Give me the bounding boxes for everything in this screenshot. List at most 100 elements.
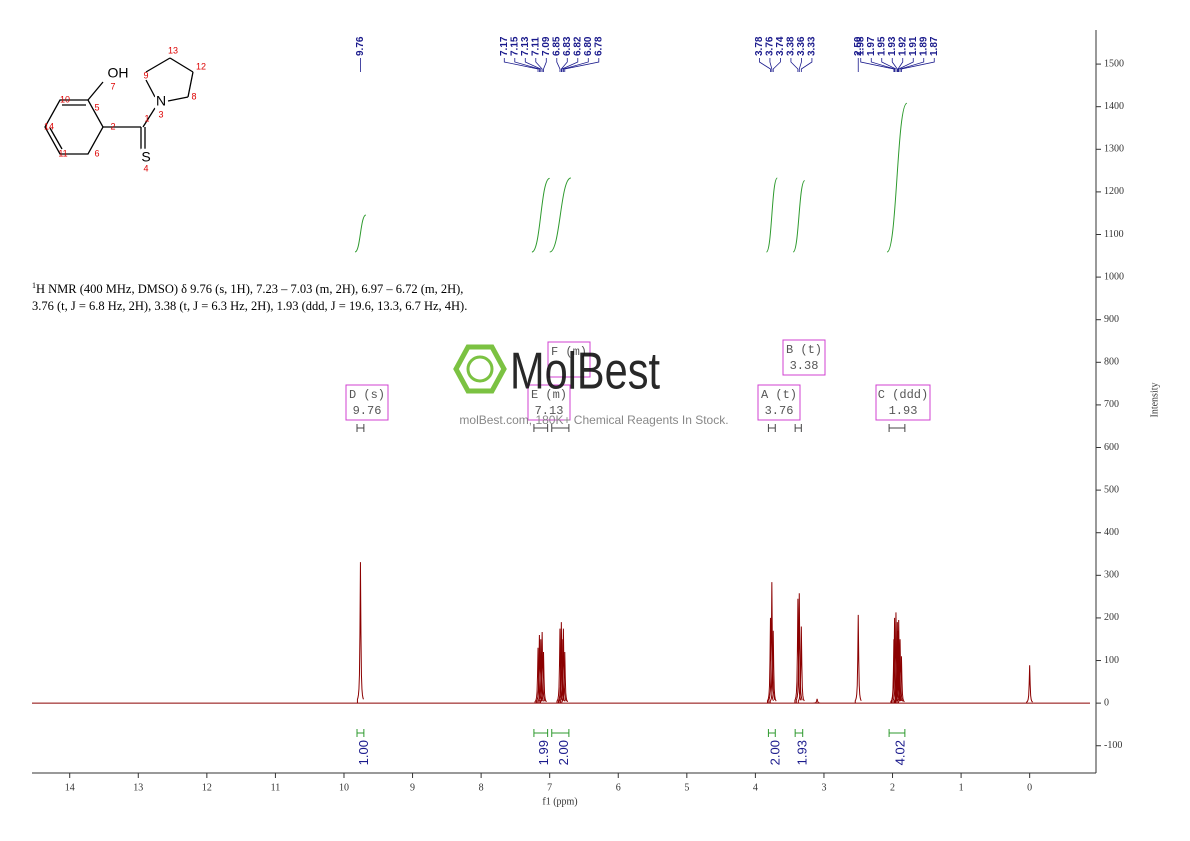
peak-label: 1.93 (887, 36, 898, 56)
multiplet-shift: 1.93 (889, 404, 918, 418)
integral-label: 2.00 (556, 740, 571, 765)
peak (537, 639, 545, 704)
y-tick-label: 600 (1104, 442, 1119, 453)
peak-leader (772, 58, 781, 72)
x-tick-label: 9 (410, 782, 415, 793)
integral-curve (792, 180, 806, 253)
y-tick-label: 1500 (1104, 58, 1124, 69)
y-tick-label: 1200 (1104, 186, 1124, 197)
multiplet-range (767, 424, 776, 432)
x-tick-label: 5 (684, 782, 689, 793)
y-tick-label: -100 (1104, 740, 1122, 751)
peak-label: 3.36 (796, 36, 807, 56)
x-tick-label: 0 (1027, 782, 1032, 793)
watermark-brand: MolBest (510, 343, 660, 401)
watermark-logo (453, 344, 507, 394)
peak-leader (564, 58, 600, 72)
peak-label: 3.74 (775, 36, 786, 56)
peak (797, 626, 805, 704)
peak-label: 3.38 (786, 36, 797, 56)
x-tick-label: 1 (959, 782, 964, 793)
superscript: 1 (32, 281, 36, 290)
integral-curve (549, 177, 572, 253)
peak-label: 1.92 (897, 36, 908, 56)
integral-label: 2.00 (767, 740, 782, 765)
integral-bar (794, 729, 804, 737)
peak (895, 620, 903, 704)
peak-label: 3.78 (754, 36, 765, 56)
peak-label: 2.50 (853, 36, 864, 56)
multiplet-name: B (t) (786, 343, 822, 357)
peak (540, 651, 547, 704)
y-tick-label: 200 (1104, 612, 1119, 623)
y-tick-label: 500 (1104, 484, 1119, 495)
peak-label: 6.83 (562, 36, 573, 56)
x-tick-label: 10 (339, 782, 349, 793)
multiplet-box (875, 384, 931, 421)
multiplet-name: F (m) (551, 345, 587, 359)
multiplet-box (547, 341, 591, 378)
integral-curve (531, 177, 551, 253)
multiplet-range (356, 424, 365, 432)
multiplet-range (794, 424, 802, 432)
atom-number: 13 (168, 45, 178, 55)
peak (897, 656, 905, 704)
y-tick-label: 100 (1104, 655, 1119, 666)
multiplet-name: A (t) (761, 388, 797, 402)
peak-label: 1.98 (855, 36, 866, 56)
peak (854, 614, 862, 704)
peak-label: 1.89 (918, 36, 929, 56)
peak-label: 9.76 (355, 36, 366, 56)
atom-number: 10 (60, 94, 70, 104)
peak (538, 631, 546, 704)
peak (893, 622, 901, 704)
x-tick-label: 11 (271, 782, 281, 793)
atom-number: 5 (94, 102, 99, 112)
peak-leader (503, 58, 539, 72)
peak-leader (560, 58, 568, 72)
integral-label: 1.99 (536, 740, 551, 765)
integral-curve (354, 214, 367, 253)
atom-bg (140, 148, 152, 165)
y-tick-label: 700 (1104, 399, 1119, 410)
y-tick-label: 1100 (1104, 229, 1124, 240)
peak-leader (860, 58, 895, 72)
atom-number: 8 (191, 91, 196, 101)
multiplet-range (551, 424, 570, 432)
y-tick-label: 400 (1104, 527, 1119, 538)
peak (535, 634, 543, 704)
x-tick-label: 2 (890, 782, 895, 793)
peak-label: 1.97 (866, 36, 877, 56)
peak-label: 1.95 (876, 36, 887, 56)
peak-leader (561, 58, 579, 72)
atom-number: 4 (143, 163, 148, 173)
multiplet-box (345, 384, 389, 421)
peak-leader (800, 58, 813, 72)
multiplet-name: C (ddd) (878, 388, 928, 402)
peak (892, 612, 900, 704)
peak-label: 7.15 (509, 36, 520, 56)
nmr-description: 1H NMR (400 MHz, DMSO) δ 9.76 (s, 1H), 7… (32, 277, 477, 315)
atom-number: 2 (110, 121, 115, 131)
atom-number: 11 (58, 148, 67, 158)
y-tick-label: 900 (1104, 314, 1119, 325)
multiplet-box (527, 384, 571, 421)
peak (561, 651, 569, 704)
peak (1026, 665, 1033, 704)
peak (813, 698, 821, 704)
y-tick-label: 0 (1104, 697, 1109, 708)
peak-leader (769, 58, 773, 72)
peak (896, 639, 904, 704)
atom-label: S (141, 149, 150, 165)
multiplet-range (888, 424, 906, 432)
integral-label: 4.02 (892, 740, 907, 765)
integral-curve (886, 102, 908, 253)
peak-label: 1.91 (908, 36, 919, 56)
multiplet-box (757, 384, 801, 421)
peak-leader (899, 58, 925, 72)
atom-number: 1 (144, 113, 149, 123)
peak-leader (881, 58, 897, 72)
atom-bg (106, 64, 130, 81)
